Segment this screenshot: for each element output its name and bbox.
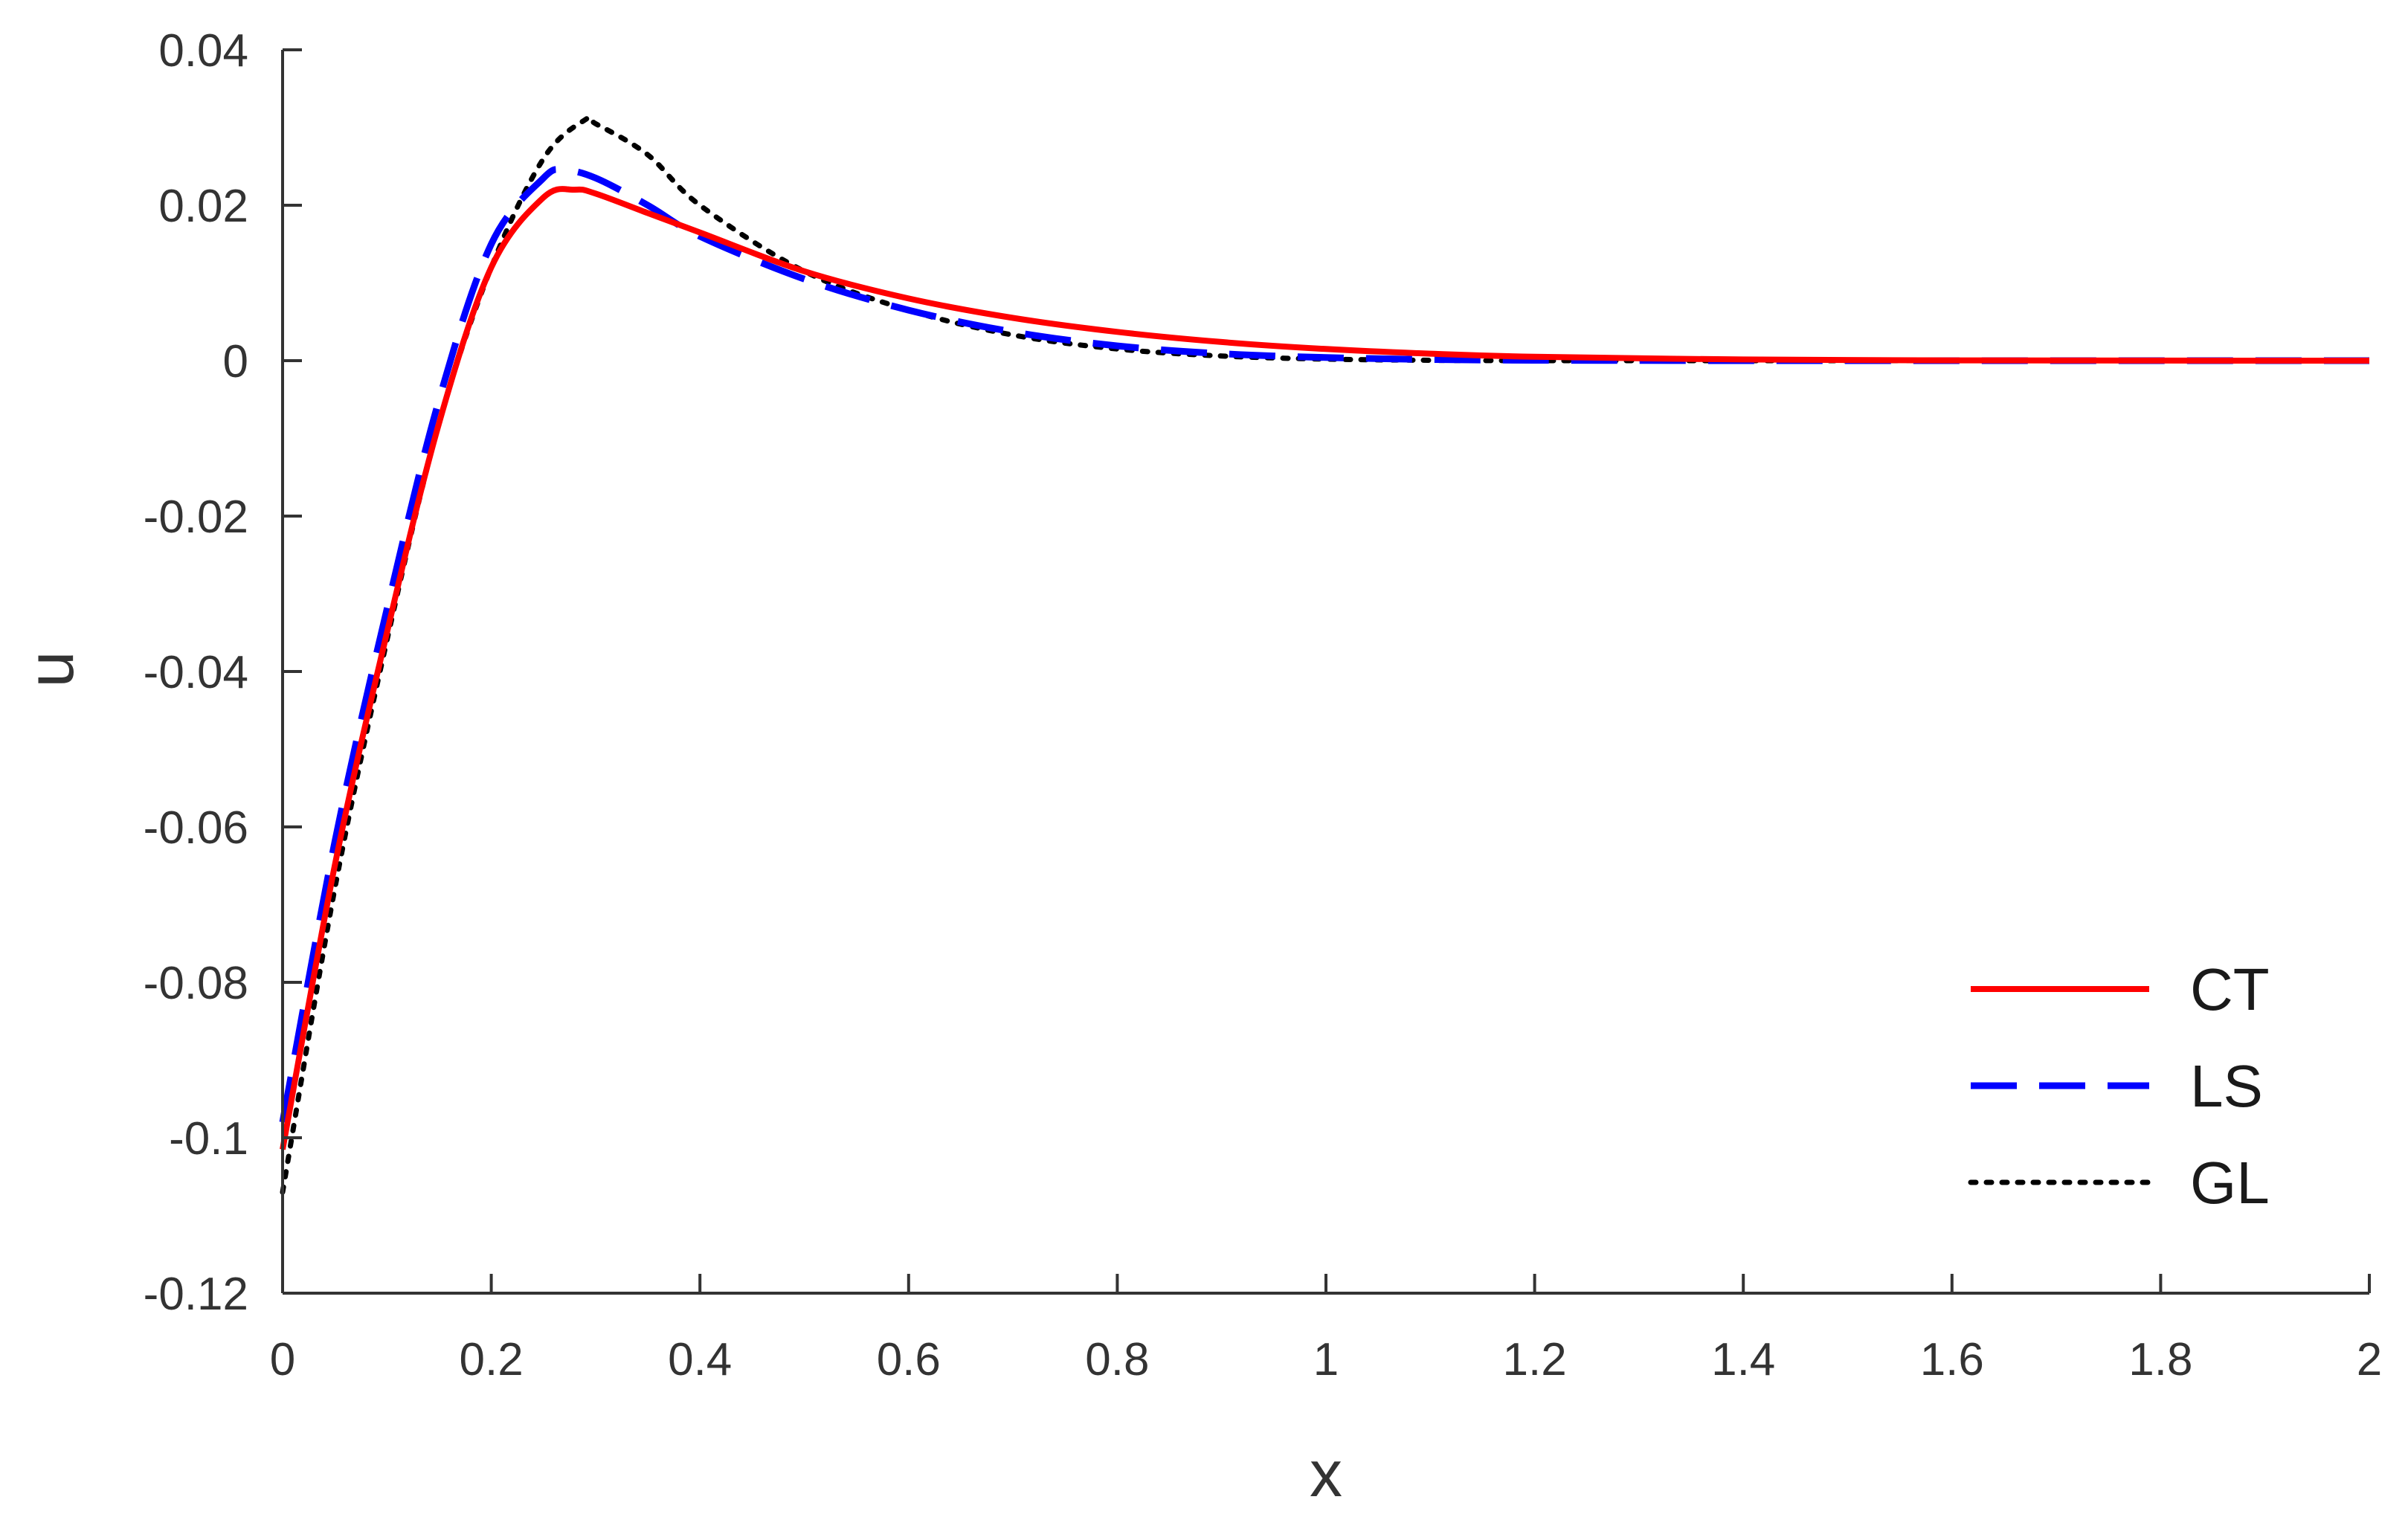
y-axis-label: u bbox=[13, 651, 87, 688]
x-tick-label: 0.4 bbox=[668, 1334, 732, 1385]
y-tick-label: -0.1 bbox=[169, 1113, 248, 1165]
x-axis-label: x bbox=[1310, 1437, 1342, 1510]
x-tick-label: 0.8 bbox=[1085, 1334, 1149, 1385]
legend-label-ls: LS bbox=[2190, 1053, 2263, 1119]
x-tick-label: 0.2 bbox=[459, 1334, 523, 1385]
x-tick-label: 1.8 bbox=[2128, 1334, 2192, 1385]
y-tick-label: 0.02 bbox=[158, 181, 248, 232]
series-layer bbox=[279, 114, 2372, 1195]
x-tick-label: 1.6 bbox=[1920, 1334, 1984, 1385]
legend: CT LS GL bbox=[1968, 956, 2270, 1216]
y-tick-label: -0.04 bbox=[144, 647, 248, 698]
x-tick-label: 2 bbox=[2357, 1334, 2382, 1385]
x-tick-label: 0 bbox=[270, 1334, 295, 1385]
series-line-ct bbox=[280, 186, 2370, 1150]
y-tick-label: 0 bbox=[223, 336, 248, 387]
y-tick-label: -0.02 bbox=[144, 492, 248, 543]
legend-label-gl: GL bbox=[2190, 1150, 2270, 1216]
x-tick-label: 0.6 bbox=[877, 1334, 941, 1385]
axes: -0.12 -0.1 -0.08 -0.06 -0.04 -0.02 0 0.02 0.04 0 0… bbox=[144, 25, 2383, 1385]
legend-label-ct: CT bbox=[2190, 956, 2270, 1022]
x-tick-label: 1 bbox=[1313, 1334, 1339, 1385]
y-tick-label: -0.12 bbox=[144, 1269, 248, 1320]
x-tick-label: 1.2 bbox=[1502, 1334, 1566, 1385]
y-tick-label: -0.08 bbox=[144, 958, 248, 1009]
y-tick-label: 0.04 bbox=[158, 25, 248, 77]
y-tick-label: -0.06 bbox=[144, 802, 248, 854]
x-tick-label: 1.4 bbox=[1711, 1334, 1775, 1385]
series-line-ls bbox=[279, 166, 2369, 1123]
series-line-gl bbox=[280, 114, 2372, 1195]
